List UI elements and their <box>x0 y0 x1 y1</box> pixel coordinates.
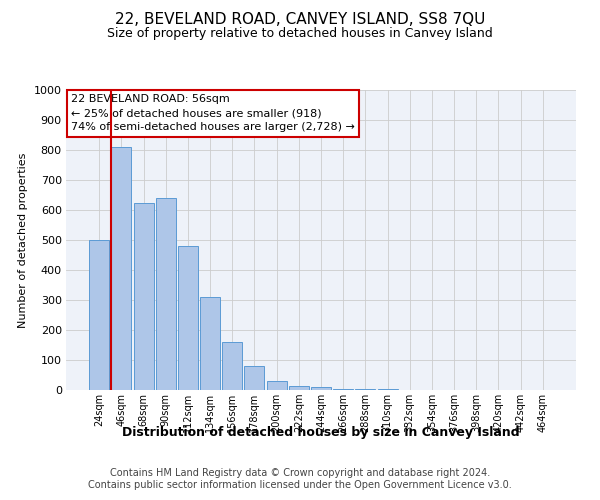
Text: Size of property relative to detached houses in Canvey Island: Size of property relative to detached ho… <box>107 28 493 40</box>
Bar <box>289 386 309 390</box>
Bar <box>244 366 265 390</box>
Text: Contains HM Land Registry data © Crown copyright and database right 2024.: Contains HM Land Registry data © Crown c… <box>110 468 490 477</box>
Bar <box>266 381 287 390</box>
Bar <box>222 342 242 390</box>
Bar <box>134 202 154 390</box>
Text: Contains public sector information licensed under the Open Government Licence v3: Contains public sector information licen… <box>88 480 512 490</box>
Text: 22, BEVELAND ROAD, CANVEY ISLAND, SS8 7QU: 22, BEVELAND ROAD, CANVEY ISLAND, SS8 7Q… <box>115 12 485 28</box>
Text: Distribution of detached houses by size in Canvey Island: Distribution of detached houses by size … <box>122 426 520 439</box>
Bar <box>333 388 353 390</box>
Bar <box>200 297 220 390</box>
Bar <box>89 240 109 390</box>
Text: 22 BEVELAND ROAD: 56sqm
← 25% of detached houses are smaller (918)
74% of semi-d: 22 BEVELAND ROAD: 56sqm ← 25% of detache… <box>71 94 355 132</box>
Bar <box>311 387 331 390</box>
Bar <box>112 147 131 390</box>
Bar <box>355 389 376 390</box>
Y-axis label: Number of detached properties: Number of detached properties <box>18 152 28 328</box>
Bar <box>178 246 198 390</box>
Bar <box>156 198 176 390</box>
